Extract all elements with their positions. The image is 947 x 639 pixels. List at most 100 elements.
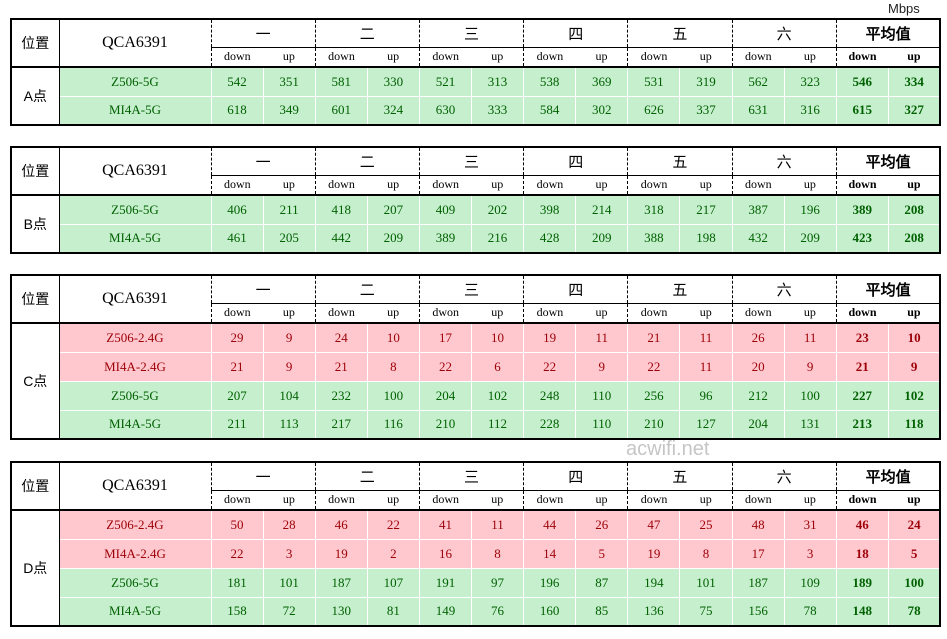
subheader: up (367, 303, 420, 324)
value-cell: 11 (679, 351, 733, 382)
unit-label: Mbps (888, 1, 920, 16)
subheader: up (575, 175, 628, 196)
value-cell: 204 (731, 409, 785, 440)
value-cell: 302 (575, 95, 629, 126)
header-row: 位置 QCA6391 一二三四五六平均值 (11, 462, 941, 511)
group-header: 五 (627, 19, 733, 48)
subheader: up (888, 47, 941, 68)
data-row: MI4A-2.4G 21 9 21 8 22 6 22 9 22 11 20 9 21 9 (11, 351, 941, 382)
value-cell: 8 (470, 538, 525, 569)
value-cell: 10 (470, 322, 525, 353)
value-cell: 9 (575, 351, 629, 382)
group-header: 一 (210, 275, 316, 304)
subheader: down (314, 47, 368, 68)
subheader: up (471, 175, 524, 196)
subheader: up (888, 490, 941, 511)
group-header: 四 (523, 19, 628, 48)
watermark: acwifi.net (626, 438, 710, 460)
value-cell: 211 (210, 409, 264, 440)
value-cell: 9 (262, 322, 316, 353)
value-cell: 19 (314, 538, 368, 569)
subheader: down (523, 490, 576, 511)
value-cell: 202 (470, 194, 525, 225)
device-name: MI4A-5G (58, 409, 212, 440)
value-cell: 191 (418, 567, 473, 598)
value-cell: 187 (731, 567, 785, 598)
value-cell: 313 (470, 66, 525, 97)
value-cell: 387 (731, 194, 785, 225)
value-cell: 581 (314, 66, 368, 97)
device-name: MI4A-2.4G (58, 538, 212, 569)
group-header: 平均值 (835, 275, 941, 304)
chip-label: QCA6391 (59, 19, 211, 68)
value-cell: 9 (887, 351, 941, 382)
data-row: MI4A-5G 461 205 442 209 389 216 428 209 388 198 432… (11, 223, 941, 254)
value-cell: 11 (470, 509, 525, 540)
subheader: up (263, 47, 316, 68)
value-cell: 96 (679, 380, 733, 411)
value-cell: 101 (679, 567, 733, 598)
value-cell: 630 (418, 95, 473, 126)
value-cell: 10 (887, 322, 941, 353)
value-cell: 256 (627, 380, 681, 411)
value-cell: 46 (314, 509, 368, 540)
corner-label: 位置 (11, 19, 60, 68)
value-cell: 194 (627, 567, 681, 598)
value-cell: 109 (783, 567, 837, 598)
value-cell: 22 (627, 351, 681, 382)
value-cell: 562 (731, 66, 785, 97)
value-cell: 626 (627, 95, 681, 126)
subheader: down (627, 47, 680, 68)
subheader: up (471, 303, 524, 324)
subheader: up (575, 47, 628, 68)
value-cell: 389 (418, 223, 473, 254)
value-cell: 187 (314, 567, 368, 598)
subheader-row: down up down up dwon up down up down up down up down… (11, 303, 941, 324)
subheader: down (731, 175, 785, 196)
subheader: up (263, 490, 316, 511)
subheader: dwon (418, 303, 472, 324)
subheader: down (627, 490, 680, 511)
device-name: Z506-5G (58, 567, 212, 598)
value-cell: 17 (418, 322, 473, 353)
device-name: Z506-5G (58, 380, 212, 411)
chip-label: QCA6391 (59, 147, 211, 196)
value-cell: 351 (262, 66, 316, 97)
value-cell: 25 (679, 509, 733, 540)
subheader: down (731, 47, 785, 68)
value-cell: 211 (262, 194, 316, 225)
value-cell: 78 (887, 596, 941, 627)
value-cell: 196 (523, 567, 577, 598)
value-cell: 102 (470, 380, 525, 411)
value-cell: 398 (523, 194, 577, 225)
value-cell: 50 (210, 509, 264, 540)
subheader: down (418, 175, 472, 196)
subheader: up (575, 490, 628, 511)
value-cell: 212 (731, 380, 785, 411)
subheader: up (471, 490, 524, 511)
data-row: Z506-5G 181 101 187 107 191 97 196 87 194 101 187 10… (11, 567, 941, 598)
value-cell: 3 (783, 538, 837, 569)
group-header: 六 (731, 19, 837, 48)
value-cell: 22 (366, 509, 420, 540)
value-cell: 29 (210, 322, 264, 353)
subheader: down (314, 303, 368, 324)
group-header: 一 (210, 19, 316, 48)
value-cell: 546 (835, 66, 889, 97)
value-cell: 248 (523, 380, 577, 411)
subheader: down (210, 490, 264, 511)
subheader: up (679, 490, 733, 511)
group-header: 二 (314, 147, 420, 176)
subheader: down (627, 175, 680, 196)
value-cell: 22 (418, 351, 473, 382)
group-header: 一 (210, 147, 316, 176)
value-cell: 76 (470, 596, 525, 627)
value-cell: 11 (679, 322, 733, 353)
subheader: down (314, 490, 368, 511)
value-cell: 208 (887, 223, 941, 254)
value-cell: 26 (575, 509, 629, 540)
value-cell: 100 (887, 567, 941, 598)
value-cell: 189 (835, 567, 889, 598)
subheader-row: down up down up down up down up down up down up down… (11, 47, 941, 68)
group-header: 三 (418, 147, 524, 176)
